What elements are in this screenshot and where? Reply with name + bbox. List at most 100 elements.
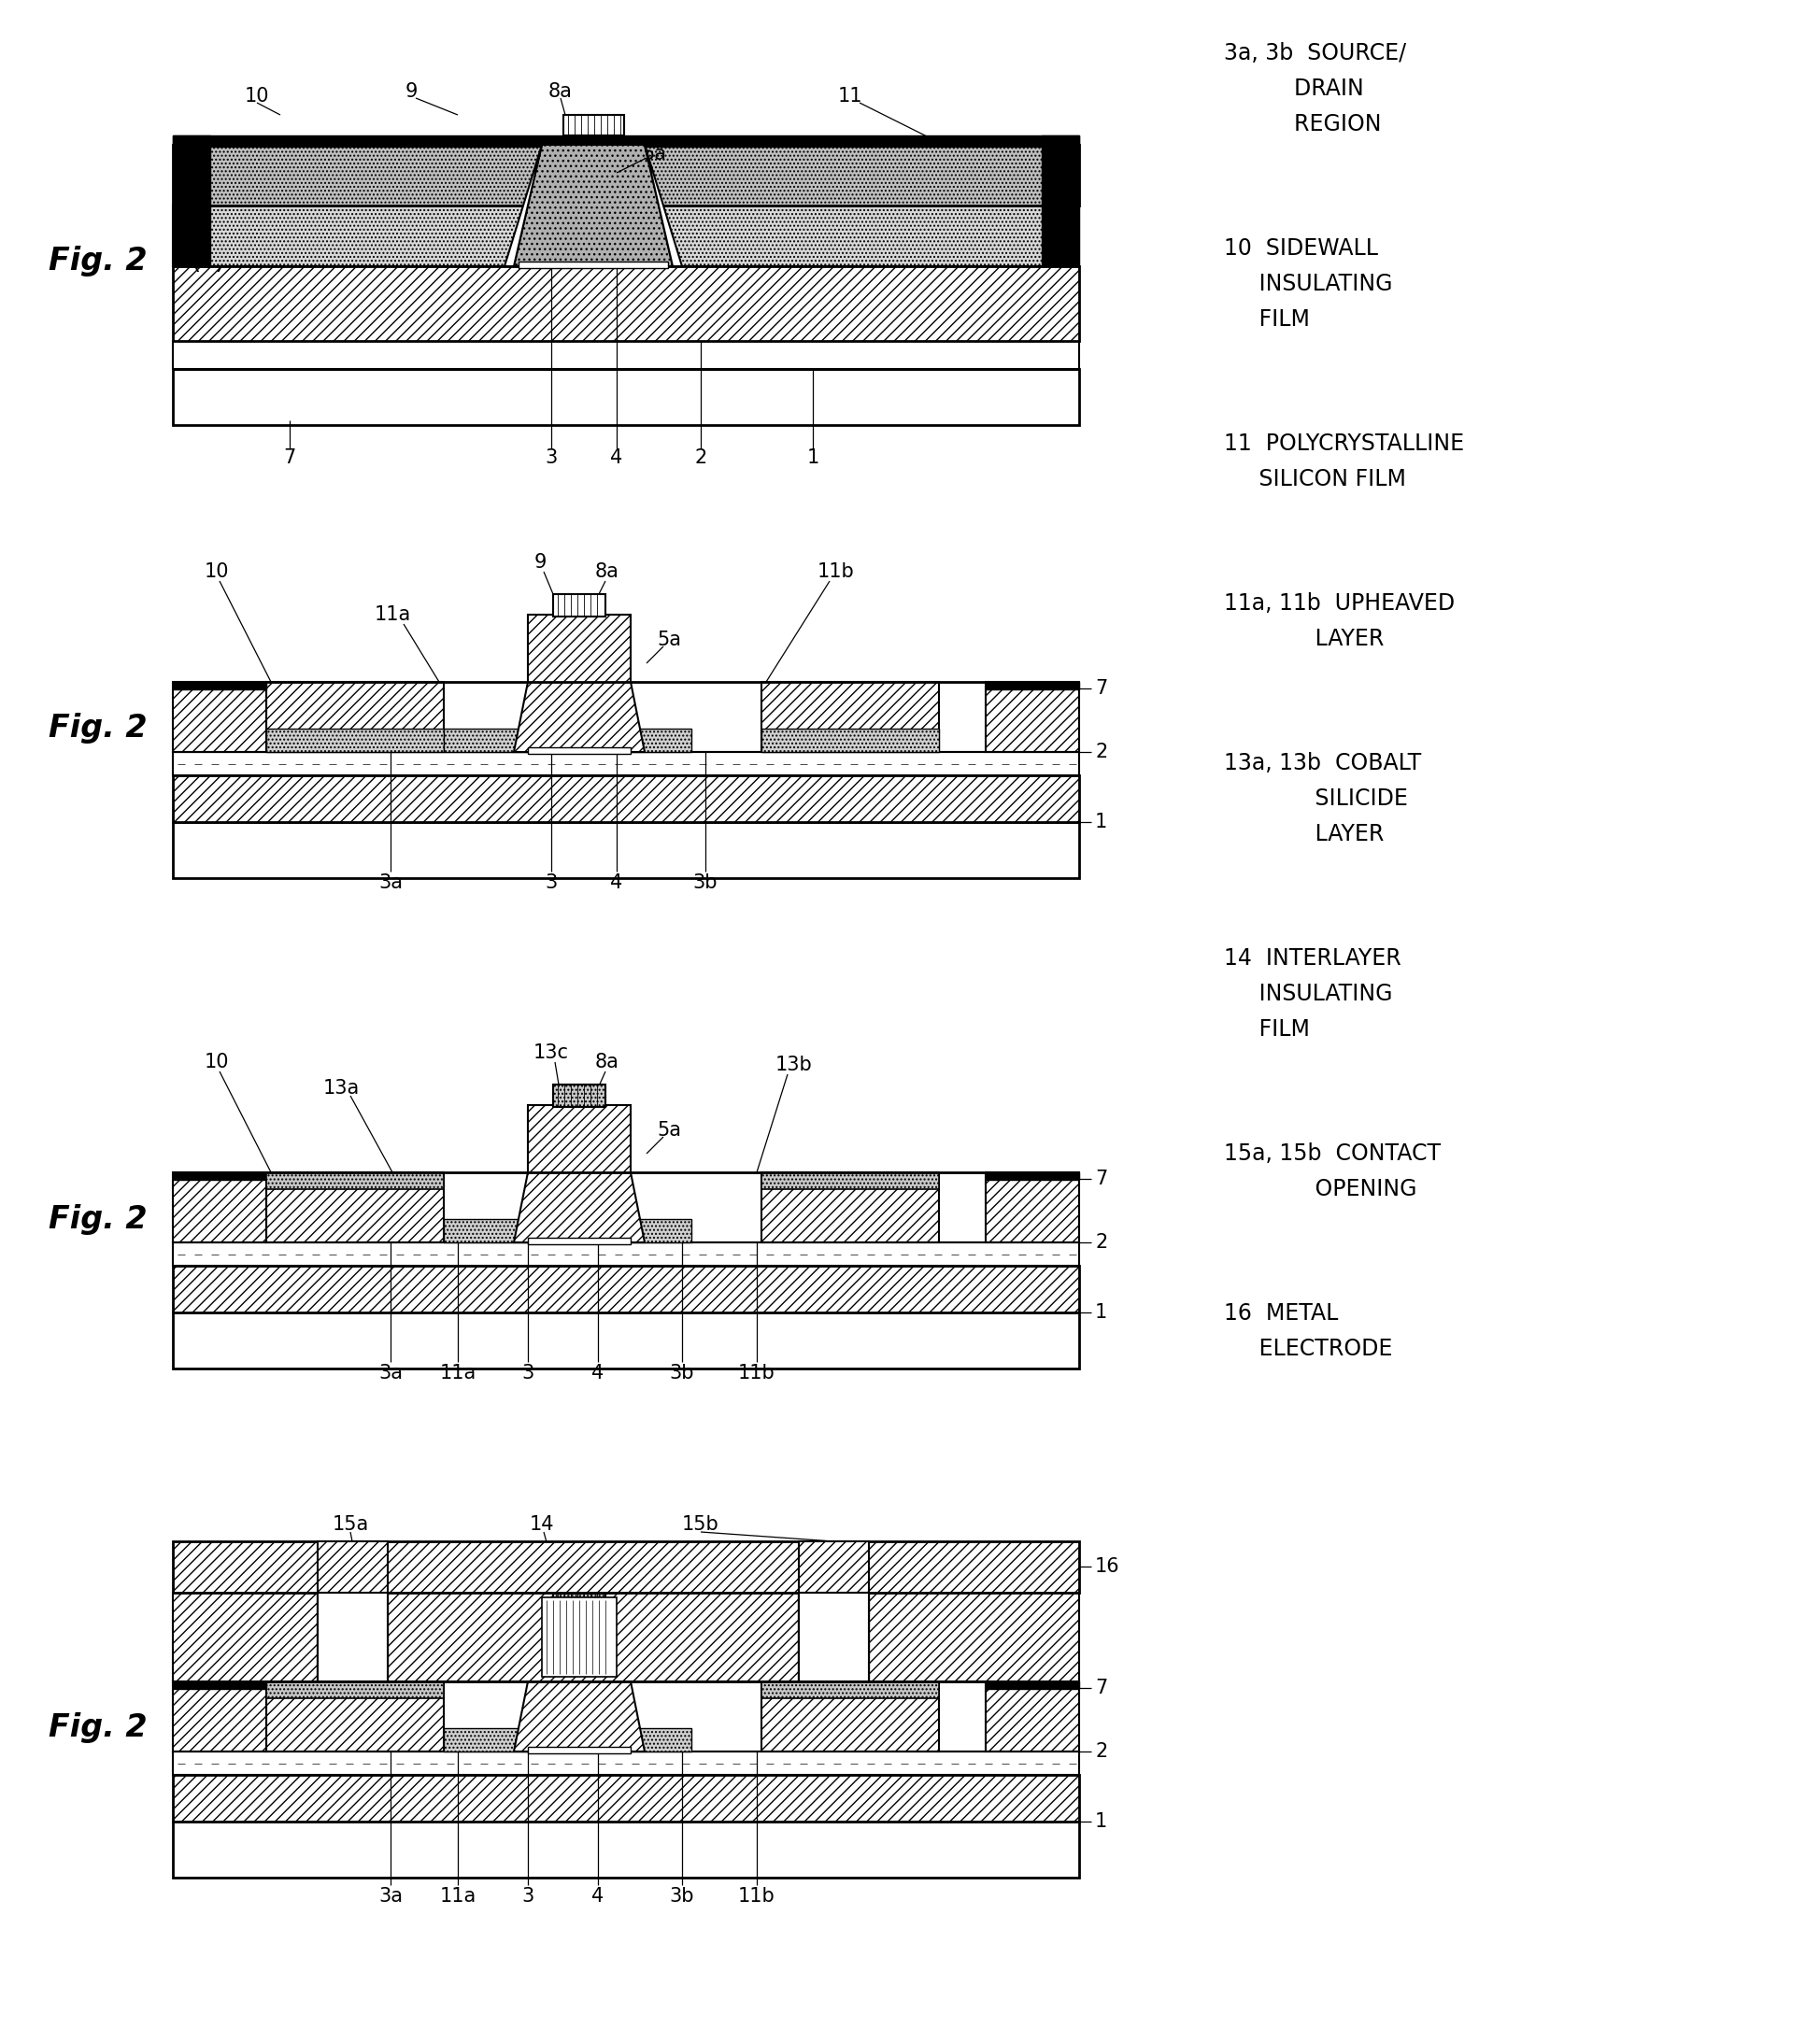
Bar: [761, 1172, 939, 1188]
Text: INSULATING: INSULATING: [1223, 274, 1392, 296]
Text: 5a: 5a: [657, 1121, 681, 1140]
Text: 10  SIDEWALL: 10 SIDEWALL: [1223, 237, 1378, 260]
Bar: [173, 1681, 266, 1752]
Text: 11a: 11a: [439, 1886, 477, 1906]
Text: 15b: 15b: [682, 1515, 719, 1533]
Text: 13a: 13a: [322, 1079, 359, 1097]
Bar: [318, 1541, 388, 1681]
Text: OPENING: OPENING: [1223, 1178, 1416, 1201]
Text: 14  INTERLAYER: 14 INTERLAYER: [1223, 947, 1401, 969]
Bar: [761, 681, 939, 752]
Polygon shape: [513, 144, 673, 266]
Text: 10: 10: [204, 1053, 229, 1071]
Bar: [1041, 136, 1079, 266]
Text: 4: 4: [610, 874, 622, 892]
Text: 1: 1: [1096, 1304, 1107, 1322]
Text: 3a, 3b  SOURCE/: 3a, 3b SOURCE/: [1223, 43, 1407, 65]
Bar: [761, 728, 939, 752]
Text: 7: 7: [1096, 1679, 1107, 1697]
Text: 8a: 8a: [595, 1053, 619, 1071]
Bar: [986, 1681, 1079, 1689]
Bar: [986, 1172, 1079, 1180]
Text: 1: 1: [1096, 813, 1107, 831]
Text: (c): (c): [191, 1207, 224, 1231]
Bar: [986, 681, 1079, 690]
Text: 4: 4: [592, 1886, 604, 1906]
Text: SILICIDE: SILICIDE: [1223, 787, 1409, 809]
Text: 11a, 11b  UPHEAVED: 11a, 11b UPHEAVED: [1223, 592, 1454, 614]
Bar: [173, 341, 1079, 369]
Text: 8a: 8a: [548, 83, 573, 101]
Text: 9: 9: [404, 83, 417, 101]
Text: FILM: FILM: [1223, 308, 1310, 331]
Text: 8a: 8a: [595, 562, 619, 582]
Text: 16: 16: [1096, 1558, 1119, 1576]
Text: 3: 3: [522, 1365, 533, 1383]
Text: 7: 7: [1096, 679, 1107, 698]
Text: DRAIN: DRAIN: [1223, 77, 1363, 99]
Text: 3: 3: [522, 1886, 533, 1906]
Text: Fig. 2: Fig. 2: [49, 1714, 147, 1744]
Bar: [266, 1172, 444, 1243]
Text: 1: 1: [806, 448, 819, 466]
Bar: [173, 136, 1079, 146]
Text: 5a: 5a: [642, 144, 666, 164]
Bar: [528, 746, 632, 754]
Bar: [173, 1265, 1079, 1312]
Text: INSULATING: INSULATING: [1223, 984, 1392, 1006]
Bar: [542, 1598, 617, 1677]
Bar: [173, 1172, 266, 1180]
Bar: [173, 821, 1079, 878]
Bar: [173, 144, 1079, 205]
Text: 9: 9: [533, 554, 546, 572]
Text: 4: 4: [610, 448, 622, 466]
Text: 11b: 11b: [739, 1886, 775, 1906]
Text: 3b: 3b: [670, 1886, 695, 1906]
Bar: [444, 728, 692, 752]
Bar: [444, 1728, 692, 1752]
Text: 16  METAL: 16 METAL: [1223, 1302, 1338, 1324]
Text: 15a, 15b  CONTACT: 15a, 15b CONTACT: [1223, 1142, 1441, 1164]
Text: 3a: 3a: [379, 1365, 402, 1383]
Text: (b): (b): [191, 716, 226, 740]
Bar: [519, 262, 668, 268]
Text: 2: 2: [1096, 742, 1107, 760]
Text: LAYER: LAYER: [1223, 823, 1383, 846]
Bar: [173, 1681, 266, 1689]
Text: REGION: REGION: [1223, 114, 1381, 136]
Bar: [388, 1592, 799, 1681]
Text: 5a: 5a: [657, 631, 681, 649]
Polygon shape: [504, 144, 542, 266]
Text: 3b: 3b: [693, 874, 717, 892]
Bar: [986, 1681, 1079, 1752]
Text: ELECTRODE: ELECTRODE: [1223, 1338, 1392, 1361]
Text: SILICON FILM: SILICON FILM: [1223, 468, 1407, 491]
Bar: [173, 1774, 1079, 1821]
Bar: [173, 775, 1079, 821]
Bar: [799, 1592, 868, 1681]
Bar: [799, 1592, 868, 1681]
Bar: [868, 1592, 1079, 1681]
Text: 11b: 11b: [739, 1365, 775, 1383]
Bar: [986, 1172, 1079, 1243]
Bar: [266, 728, 444, 752]
Text: LAYER: LAYER: [1223, 629, 1383, 651]
Bar: [553, 1594, 606, 1616]
Text: 10: 10: [204, 562, 229, 582]
Bar: [761, 1172, 939, 1243]
Bar: [173, 1541, 1079, 1592]
Bar: [799, 1541, 868, 1681]
Bar: [266, 1681, 444, 1752]
Text: 13b: 13b: [775, 1055, 814, 1075]
Text: Fig. 2: Fig. 2: [49, 1205, 147, 1235]
Bar: [173, 681, 266, 690]
Bar: [266, 681, 444, 752]
Polygon shape: [513, 1614, 644, 1752]
Text: 2: 2: [695, 448, 706, 466]
Bar: [173, 1592, 318, 1681]
Text: (d): (d): [191, 1716, 226, 1740]
Text: 3: 3: [544, 874, 557, 892]
Bar: [266, 1172, 444, 1188]
Text: Fig. 2: Fig. 2: [49, 714, 147, 744]
Bar: [173, 136, 211, 266]
